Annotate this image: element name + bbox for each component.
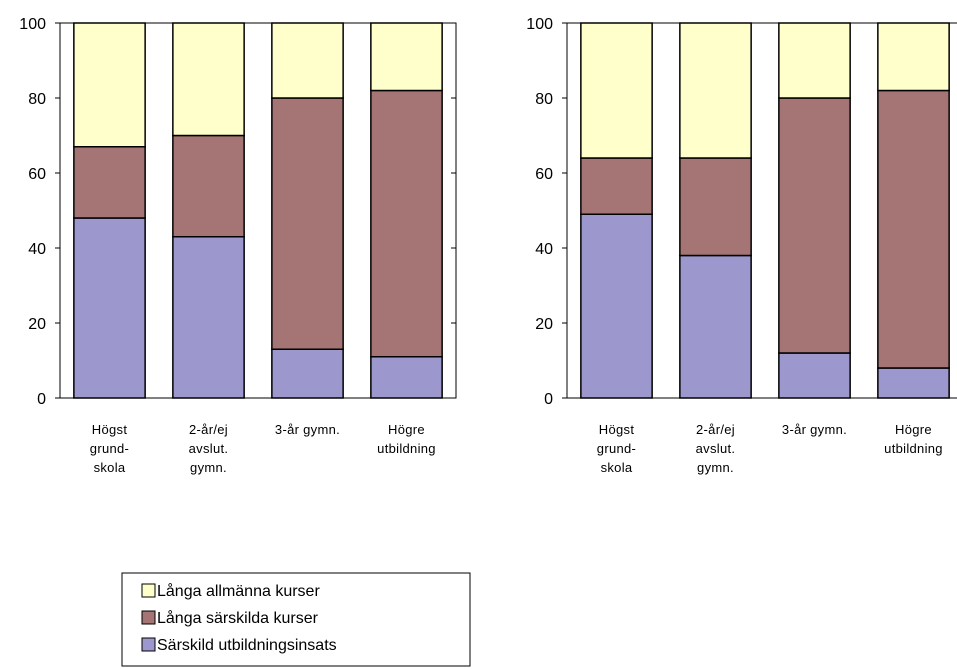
y-tick-label: 100 (19, 16, 46, 33)
bar-segment-langa-allmanna-kurser (370, 22, 443, 92)
legend-box (121, 572, 471, 667)
x-category-label: 3-år gymn. (782, 422, 847, 437)
y-tick-label: 40 (28, 241, 46, 258)
bar-segment-sarskild-utbildningsinsats (172, 236, 245, 399)
legend-swatch-langa-sarskilda-kurser (141, 610, 156, 625)
x-category-label: 3-år gymn. (275, 422, 340, 437)
bar-segment-langa-sarskilda-kurser (877, 89, 950, 369)
legend-label: Långa särskilda kurser (157, 609, 319, 627)
legend: Långa allmänna kurser Långa särskilda kur… (121, 572, 471, 667)
bar-segment-langa-sarskilda-kurser (271, 97, 344, 350)
y-tick-label: 20 (28, 316, 46, 333)
bar-segment-langa-allmanna-kurser (778, 22, 851, 99)
x-category-label: 2-år/ej avslut. gymn. (189, 422, 229, 475)
bar-segment-sarskild-utbildningsinsats (778, 352, 851, 399)
x-category-label: Högst grund-skola (597, 422, 636, 475)
bar-segment-langa-allmanna-kurser (679, 22, 752, 159)
bar-segment-langa-allmanna-kurser (877, 22, 950, 92)
bar-segment-sarskild-utbildningsinsats (877, 367, 950, 399)
legend-swatch-langa-allmanna-kurser (141, 583, 156, 598)
bar-segment-langa-sarskilda-kurser (73, 146, 146, 219)
y-tick-label: 0 (544, 391, 553, 408)
y-tick-label: 80 (28, 91, 46, 108)
bar-segment-sarskild-utbildningsinsats (271, 348, 344, 399)
bar-segment-sarskild-utbildningsinsats (580, 213, 653, 399)
charts-group: 0 20 40 60 80 100 Högst grund-skola 2-år/ej avslu… (19, 16, 957, 475)
bar-segment-sarskild-utbildningsinsats (679, 254, 752, 399)
bar-segment-langa-sarskilda-kurser (580, 157, 653, 215)
bar-segment-langa-sarskilda-kurser (778, 97, 851, 354)
y-tick-label: 100 (526, 16, 553, 33)
bar-segment-langa-allmanna-kurser (172, 22, 245, 137)
y-tick-label: 80 (535, 91, 553, 108)
legend-swatch-sarskild-utbildningsinsats (141, 637, 156, 652)
bar-segment-sarskild-utbildningsinsats (73, 217, 146, 399)
bar-segment-langa-allmanna-kurser (73, 22, 146, 148)
legend-label: Särskild utbildningsinsats (157, 637, 337, 654)
x-category-label: Högst grund-skola (90, 422, 129, 475)
y-tick-label: 0 (37, 391, 46, 408)
chart-2: 0 20 40 60 80 100 Högst grund-skola 2-år/ej avslu… (526, 16, 957, 475)
bar-segment-langa-sarskilda-kurser (172, 134, 245, 238)
bar-segment-langa-sarskilda-kurser (679, 157, 752, 257)
y-tick-label: 60 (535, 166, 553, 183)
x-category-label: 2-år/ej avslut. gymn. (696, 422, 736, 475)
legend-label: Långa allmänna kurser (157, 582, 320, 600)
y-tick-label: 60 (28, 166, 46, 183)
x-category-label: Högre utbildning (884, 422, 943, 456)
bar-segment-langa-allmanna-kurser (271, 22, 344, 99)
bar-segment-sarskild-utbildningsinsats (370, 356, 443, 399)
bar-segment-langa-allmanna-kurser (580, 22, 653, 159)
x-category-label: Högre utbildning (377, 422, 436, 456)
chart-1: 0 20 40 60 80 100 Högst grund-skola 2-år/ej avslu… (19, 16, 457, 475)
bar-segment-langa-sarskilda-kurser (370, 89, 443, 358)
y-tick-label: 40 (535, 241, 553, 258)
y-tick-label: 20 (535, 316, 553, 333)
